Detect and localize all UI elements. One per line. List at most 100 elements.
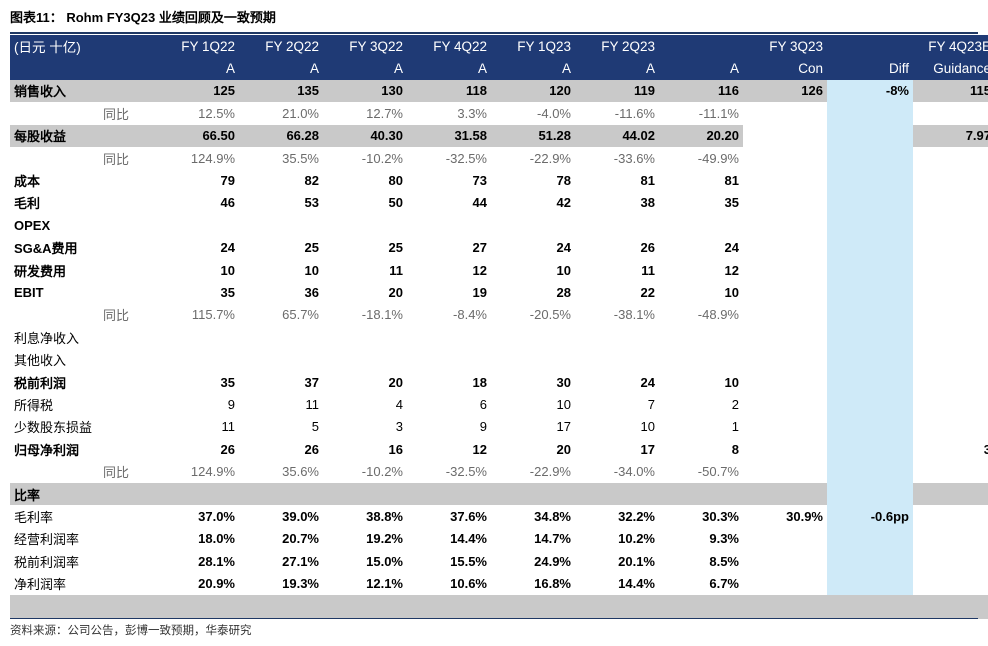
row-value [827, 124, 913, 147]
row-label: 销售收入 [10, 79, 155, 103]
row-value [743, 393, 827, 415]
row-value [913, 326, 988, 348]
row-value: 10.6% [450, 576, 487, 592]
row-value [743, 438, 827, 460]
row-value: -50.7% [697, 464, 739, 480]
row-value [407, 326, 491, 348]
row-value: 35.5% [282, 150, 319, 166]
row-value: 20.1% [618, 553, 655, 569]
row-value: 16.8% [534, 576, 571, 592]
earnings-table: (日元 十亿) FY 1Q22 FY 2Q22 FY 3Q22 FY 4Q22 FY 1… [10, 35, 988, 619]
row-value [913, 102, 988, 124]
footer-cell [827, 594, 913, 619]
row-value: -48.9% [697, 307, 739, 323]
row-label: 税前利润率 [14, 554, 80, 570]
row-value: 38 [640, 195, 655, 211]
row-value: 35.6% [282, 464, 319, 480]
row-value [575, 348, 659, 370]
row-value: 44.02 [575, 124, 659, 147]
row-value: 35 [724, 195, 739, 211]
row-value [827, 438, 913, 461]
row-value: 12 [472, 262, 487, 278]
row-value [827, 281, 913, 304]
row-value: 20.7% [282, 531, 319, 547]
row-value: 10 [724, 284, 739, 300]
section-label: 比率 [10, 482, 155, 506]
row-value [659, 326, 743, 348]
table-row: 少数股东损益 11 5 3 9 17 10 1 [10, 415, 988, 439]
row-value [743, 572, 827, 594]
row-label: 经营利润率 [14, 532, 80, 548]
row-value: -22.9% [529, 150, 571, 166]
row-value: 115.7% [191, 307, 235, 323]
footer-cell [10, 594, 155, 619]
table-row: 税前利润 35 37 20 18 30 24 10 [10, 370, 988, 394]
section-cell [239, 482, 323, 506]
row-value: 3.3% [457, 105, 487, 121]
row-value [827, 102, 913, 125]
row-value: 124.9% [190, 150, 235, 166]
table-row: 其他收入 [10, 348, 988, 371]
row-value: 118 [407, 79, 491, 103]
row-value: 28.1% [198, 553, 235, 569]
section-cell [913, 482, 988, 506]
row-value [913, 550, 988, 572]
row-value: 115 [913, 79, 988, 103]
row-value: 10 [724, 374, 739, 390]
section-cell [407, 482, 491, 506]
row-label: 毛利率 [14, 509, 54, 525]
row-value [827, 191, 913, 215]
row-value: 8.5% [709, 553, 739, 569]
row-value [239, 326, 323, 348]
row-value: 30.9% [786, 508, 823, 524]
footer-cell [407, 594, 491, 619]
row-value: -11.1% [698, 105, 739, 121]
row-value: 12.1% [366, 576, 403, 592]
row-value [743, 102, 827, 124]
row-value: 14.4% [450, 531, 487, 547]
footer-cell [323, 594, 407, 619]
row-label: OPEX [14, 217, 51, 233]
row-value: 20 [388, 374, 403, 390]
row-value: 50 [388, 195, 403, 211]
header-cell: A [323, 57, 407, 80]
row-value: 80 [388, 173, 403, 189]
table-row: 研发费用 10 10 11 12 10 11 12 [10, 258, 988, 282]
header-cell [659, 35, 743, 58]
row-value [913, 528, 988, 550]
row-value [743, 281, 827, 303]
row-value: 10 [556, 262, 571, 278]
row-value: 7.97 [913, 124, 988, 147]
row-label: SG&A费用 [14, 241, 78, 257]
ratio-row: 经营利润率 18.0% 20.7% 19.2% 14.4% 14.7% 10.2% 9.3% [10, 527, 988, 550]
row-value [659, 348, 743, 370]
row-value: -8.4% [453, 307, 487, 323]
row-value: 19.2% [366, 531, 403, 547]
ratio-section-header: 比率 [10, 482, 988, 506]
source-note: 资料来源：公司公告，彭博一致预期，华泰研究 [10, 625, 252, 637]
row-value: 34.8% [534, 508, 571, 524]
row-value [913, 214, 988, 236]
section-cell [323, 482, 407, 506]
ratio-row: 税前利润率 28.1% 27.1% 15.0% 15.5% 24.9% 20.1% 8.5% [10, 549, 988, 573]
row-value: -20.5% [529, 307, 571, 323]
row-value: 44 [472, 195, 487, 211]
header-cell: FY 1Q23 [491, 35, 575, 58]
row-value: -38.1% [613, 307, 655, 323]
row-value [827, 549, 913, 573]
row-value: 10.2% [618, 531, 655, 547]
row-value: 116 [659, 79, 743, 103]
row-value: 26 [640, 240, 655, 256]
row-value [827, 572, 913, 595]
row-label: 同比 [103, 151, 130, 167]
row-value: 16 [388, 441, 403, 457]
header-cell: FY 3Q23 [743, 35, 827, 58]
row-value: 11 [221, 419, 236, 435]
row-value: 38.8% [366, 508, 403, 524]
header-row-types: A A A A A A A Con Diff Guidance [10, 57, 988, 80]
table-row: 毛利 46 53 50 44 42 38 35 [10, 191, 988, 215]
figure-title: 图表11： Rohm FY3Q23 业绩回顾及一致预期 [10, 10, 276, 25]
row-value: 28 [556, 284, 571, 300]
row-value [491, 214, 575, 236]
header-blank [10, 57, 155, 80]
